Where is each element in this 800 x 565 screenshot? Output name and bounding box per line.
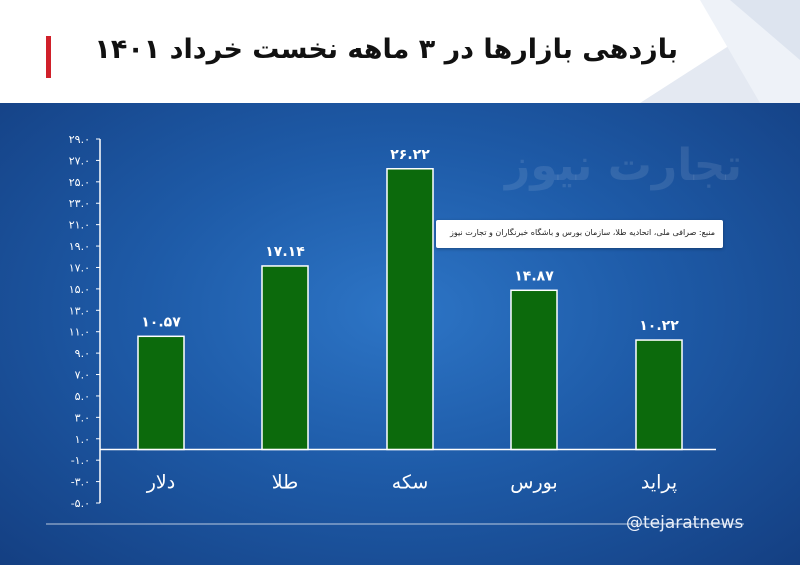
data-label: ۱۴.۸۷	[514, 268, 554, 284]
y-tick-label: ۱۱.۰	[69, 326, 90, 339]
y-tick-label: ۵.۰	[75, 390, 90, 403]
y-tick-label: ۳.۰	[75, 411, 90, 424]
title-accent-bar	[46, 36, 51, 78]
y-tick-label: ۲۷.۰	[69, 154, 90, 167]
bar	[261, 265, 309, 451]
source-note: منبع: صرافی ملی، اتحادیه طلا، سازمان بور…	[450, 228, 715, 237]
bar	[635, 339, 683, 451]
data-label: ۱۰.۵۷	[141, 314, 181, 330]
y-tick-label: ۱۹.۰	[69, 240, 90, 253]
bar-chart: ۲۹.۰ ۲۷.۰ ۲۵.۰ ۲۳.۰ ۲۱.۰ ۱۹.۰ ۱۷.۰ ۱۵.۰ ۱۳.۰ ۱۱.۰…	[46, 133, 744, 525]
category-label: دلار	[146, 471, 175, 493]
source-note-box: منبع: صرافی ملی، اتحادیه طلا، سازمان بور…	[436, 220, 723, 248]
y-tick-label: ۲۵.۰	[69, 176, 90, 189]
bar	[510, 289, 558, 451]
category-label: سکه	[392, 471, 429, 493]
page-title: بازدهی بازارها در ۳ ماهه نخست خرداد ۱۴۰۱	[94, 34, 678, 65]
y-tick-label: ۱۷.۰	[69, 261, 90, 274]
y-tick-label: ۹.۰	[75, 347, 90, 360]
y-tick-label: ۲۱.۰	[69, 219, 90, 232]
data-label: ۱۷.۱۴	[265, 244, 305, 260]
y-tick-label: -۵.۰	[71, 497, 90, 510]
y-tick-label: -۱.۰	[71, 454, 90, 467]
watermark-logo: تجارت نیوز	[505, 140, 743, 191]
category-label: طلا	[272, 471, 298, 493]
y-tick-label: ۲۹.۰	[69, 133, 90, 146]
data-label: ۱۰.۲۲	[639, 318, 679, 334]
y-tick-label: -۳.۰	[71, 476, 90, 489]
y-tick-label: ۱۳.۰	[69, 304, 90, 317]
y-tick-label: ۲۳.۰	[69, 197, 90, 210]
header: بازدهی بازارها در ۳ ماهه نخست خرداد ۱۴۰۱	[0, 0, 800, 103]
data-label: ۲۶.۲۲	[390, 147, 430, 163]
y-tick-label: ۱.۰	[75, 433, 90, 446]
header-decoration	[640, 0, 800, 103]
bar	[137, 335, 185, 451]
y-tick-label: ۱۵.۰	[69, 283, 90, 296]
social-handle: @tejaratnews	[626, 513, 744, 533]
bar	[386, 168, 434, 451]
category-label: بورس	[510, 471, 557, 493]
category-label: پراید	[641, 471, 677, 493]
y-tick-label: ۷.۰	[75, 369, 90, 382]
